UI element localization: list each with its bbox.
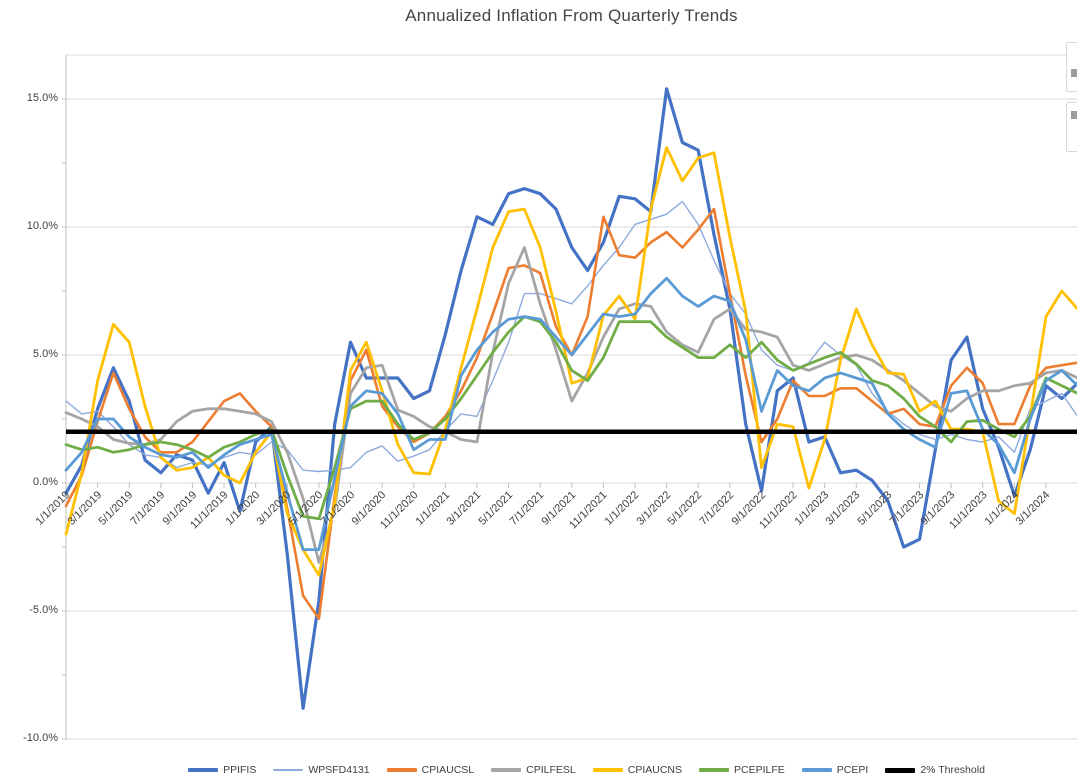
series-line-pcepilfe[interactable] — [64, 315, 1077, 521]
series-line-cpiaucns[interactable] — [64, 146, 1077, 577]
y-axis-label: 0.0% — [32, 476, 58, 488]
legend-label: 2% Threshold — [920, 764, 985, 776]
y-axis-label: 10.0% — [26, 220, 58, 232]
y-axis-label: 15.0% — [26, 92, 58, 104]
chart-title[interactable]: Annualized Inflation From Quarterly Tren… — [405, 6, 738, 25]
legend-marker-ppifis — [188, 768, 219, 772]
legend-marker-wpsfd4131 — [273, 769, 304, 771]
y-axis-label: 5.0% — [32, 348, 58, 360]
chart-legend: PPIFIS WPSFD4131 CPIAUCSL CPILFESL CPIAUCNS P… — [0, 760, 1077, 780]
series-line-ppifis[interactable] — [64, 87, 1077, 710]
legend-label: CPILFESL — [526, 764, 576, 776]
legend-marker-cpilfesl — [491, 768, 522, 772]
legend-marker-pcepilfe — [699, 768, 730, 772]
legend-label: CPIAUCNS — [627, 764, 683, 776]
legend-marker-cpiaucns — [592, 768, 623, 772]
series-line-cpiaucsl[interactable] — [64, 207, 1077, 621]
series-line-wpsfd4131[interactable] — [65, 200, 1077, 473]
legend-label: PPIFIS — [223, 764, 257, 776]
legend-label: PCEPILFE — [734, 764, 785, 776]
legend-item-cpiaucns[interactable]: CPIAUCNS — [592, 764, 683, 776]
y-axis-label: -5.0% — [29, 604, 58, 616]
chart-filters-icon — [1071, 111, 1077, 119]
legend-label: WPSFD4131 — [308, 764, 370, 776]
y-axis-label: -10.0% — [23, 732, 58, 744]
legend-item-2-threshold[interactable]: 2% Threshold — [885, 764, 985, 776]
legend-item-pcepilfe[interactable]: PCEPILFE — [699, 764, 785, 776]
legend-label: PCEPI — [836, 764, 869, 776]
chart-elements-icon — [1071, 69, 1077, 77]
legend-item-pcepi[interactable]: PCEPI — [801, 764, 869, 776]
legend-marker-cpiaucsl — [386, 768, 417, 772]
legend-item-cpiaucsl[interactable]: CPIAUCSL — [386, 764, 475, 776]
legend-marker-2-threshold — [885, 767, 916, 773]
legend-item-wpsfd4131[interactable]: WPSFD4131 — [273, 764, 370, 776]
legend-item-cpilfesl[interactable]: CPILFESL — [491, 764, 576, 776]
legend-label: CPIAUCSL — [421, 764, 475, 776]
chart-filters-button[interactable] — [1066, 102, 1077, 152]
legend-marker-pcepi — [801, 768, 832, 772]
chart-elements-button[interactable] — [1066, 42, 1077, 92]
legend-item-ppifis[interactable]: PPIFIS — [188, 764, 256, 776]
